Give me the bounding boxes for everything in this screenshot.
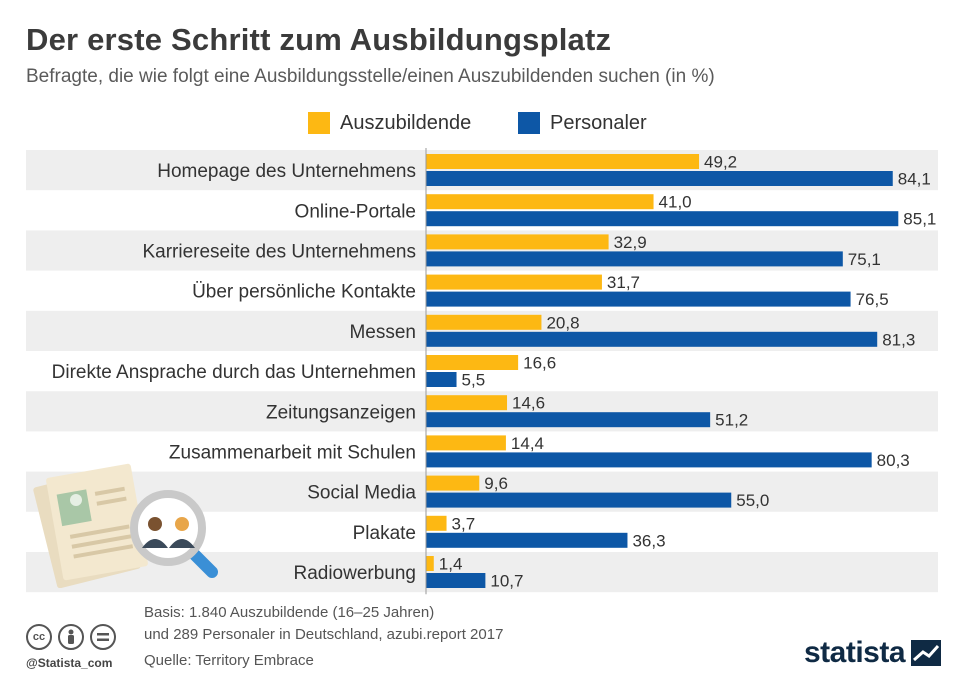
category-label-messen: Messen [349,322,416,343]
legend-swatch-auszubildende [308,112,330,134]
value-label-personaler-direkte-ansprache-durch-das-unternehmen: 5,5 [462,371,486,390]
value-label-personaler-radiowerbung: 10,7 [490,572,523,591]
bar-auszubildende-social-media [426,475,480,491]
value-label-auszubildende-uber-personliche-kontakte: 31,7 [607,273,640,292]
bar-auszubildende-plakate [426,515,447,531]
value-label-auszubildende-direkte-ansprache-durch-das-unternehmen: 16,6 [523,354,556,373]
legend-item-auszubildende: Auszubildende [308,108,471,138]
bar-auszubildende-homepage-des-unternehmens [426,154,700,169]
bar-personaler-online-portale [426,211,899,227]
value-label-auszubildende-karriereseite-des-unternehmens: 32,9 [614,233,647,252]
footer-source: Quelle: Territory Embrace [144,652,314,669]
value-label-personaler-messen: 81,3 [882,330,915,349]
value-label-personaler-zeitungsanzeigen: 51,2 [715,411,748,430]
bar-personaler-uber-personliche-kontakte [426,291,851,307]
category-label-radiowerbung: Radiowerbung [293,563,416,584]
job-search-illustration [33,463,218,588]
cv-document-icon [33,463,148,588]
category-label-uber-personliche-kontakte: Über persönliche Kontakte [192,282,416,303]
bar-auszubildende-karriereseite-des-unternehmens [426,234,609,250]
bar-auszubildende-zeitungsanzeigen [426,395,508,411]
value-label-auszubildende-messen: 20,8 [546,313,579,332]
category-label-plakate: Plakate [353,523,416,544]
value-label-auszubildende-zeitungsanzeigen: 14,6 [512,394,545,413]
statista-logo-text: statista [804,636,906,669]
bar-personaler-zusammenarbeit-mit-schulen [426,452,872,468]
bar-personaler-homepage-des-unternehmens [426,171,893,186]
nd-icon [90,624,116,650]
statista-logo[interactable]: statista [804,636,942,670]
value-label-personaler-homepage-des-unternehmens: 84,1 [898,170,931,189]
magnifier-icon [130,490,218,578]
category-label-karriereseite-des-unternehmens: Karriereseite des Unternehmens [142,242,416,263]
value-label-auszubildende-zusammenarbeit-mit-schulen: 14,4 [511,434,544,453]
bar-personaler-radiowerbung [426,573,486,588]
footer-basis-line-2: und 289 Personaler in Deutschland, azubi… [144,626,504,643]
legend: Auszubildende Personaler [0,108,960,138]
footer-basis-line-1: Basis: 1.840 Auszubildende (16–25 Jahren… [144,604,435,621]
bar-auszubildende-direkte-ansprache-durch-das-unternehmen [426,355,519,370]
value-label-auszubildende-homepage-des-unternehmens: 49,2 [704,153,737,172]
bar-personaler-karriereseite-des-unternehmens [426,251,843,267]
category-label-homepage-des-unternehmens: Homepage des Unternehmens [157,161,416,182]
statista-logo-mark-icon [911,640,942,666]
bar-auszubildende-zusammenarbeit-mit-schulen [426,435,506,451]
value-label-auszubildende-social-media: 9,6 [484,474,508,493]
category-label-zusammenarbeit-mit-schulen: Zusammenarbeit mit Schulen [169,443,416,464]
bar-chart: Homepage des Unternehmens 49,2 84,1 Online-… [26,148,938,595]
value-label-auszubildende-radiowerbung: 1,4 [439,555,463,574]
by-icon [58,624,84,650]
statista-handle: @Statista_com [26,656,113,670]
bar-personaler-social-media [426,492,732,508]
category-label-social-media: Social Media [307,483,416,504]
category-label-online-portale: Online-Portale [295,201,416,222]
bar-personaler-plakate [426,532,628,548]
bar-personaler-zeitungsanzeigen [426,412,711,428]
legend-label-auszubildende: Auszubildende [340,111,472,134]
bar-auszubildende-uber-personliche-kontakte [426,274,602,290]
value-label-auszubildende-plakate: 3,7 [452,514,476,533]
legend-swatch-personaler [518,112,540,134]
value-label-personaler-online-portale: 85,1 [903,210,936,229]
value-label-personaler-zusammenarbeit-mit-schulen: 80,3 [877,451,910,470]
legend-label-personaler: Personaler [550,111,647,134]
category-label-direkte-ansprache-durch-das-unternehmen: Direkte Ansprache durch das Unternehmen [52,362,416,383]
chart-subtitle: Befragte, die wie folgt eine Ausbildungs… [26,66,715,87]
value-label-auszubildende-online-portale: 41,0 [659,193,692,212]
legend-item-personaler: Personaler [518,108,647,138]
category-label-zeitungsanzeigen: Zeitungsanzeigen [266,402,416,423]
value-label-personaler-social-media: 55,0 [736,491,769,510]
value-label-personaler-karriereseite-des-unternehmens: 75,1 [848,250,881,269]
bar-auszubildende-radiowerbung [426,556,434,571]
bar-auszubildende-online-portale [426,194,654,210]
chart-title: Der erste Schritt zum Ausbildungsplatz [26,22,612,57]
cc-icon: cc [26,624,52,650]
bar-personaler-messen [426,331,878,347]
value-label-personaler-uber-personliche-kontakte: 76,5 [856,290,889,309]
bar-personaler-direkte-ansprache-durch-das-unternehmen [426,372,457,387]
license-icons: cc [26,624,116,650]
value-label-personaler-plakate: 36,3 [632,531,665,550]
bar-auszubildende-messen [426,314,542,330]
